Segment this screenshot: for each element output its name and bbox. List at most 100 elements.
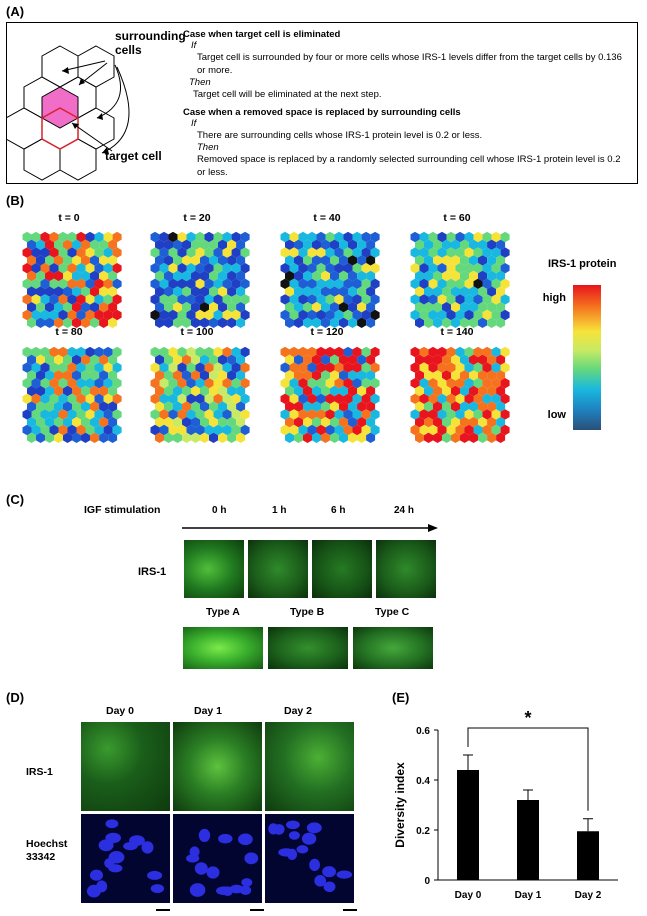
- hex-cell: [63, 354, 72, 365]
- arrow-line: [71, 122, 113, 152]
- hex-cell: [108, 239, 118, 250]
- case1-if: If: [191, 40, 197, 51]
- nucleus: [229, 884, 244, 894]
- x-tick-label: Day 1: [515, 890, 542, 901]
- hex-cell: [303, 401, 312, 412]
- hex-cell: [478, 317, 488, 328]
- hex-cell: [108, 385, 118, 397]
- hex-cell: [339, 432, 348, 443]
- hex-cell: [103, 409, 113, 420]
- hex-cell: [366, 255, 376, 266]
- hex-cell: [321, 239, 330, 250]
- nucleus: [278, 848, 295, 857]
- hex-cell: [366, 385, 376, 397]
- hex-cell: [173, 370, 182, 381]
- hex-cell: [303, 432, 312, 443]
- hex-cell: [213, 278, 223, 289]
- hex-cell: [177, 409, 187, 420]
- hex-cell: [168, 393, 178, 404]
- hex-cell: [285, 385, 294, 397]
- hex-cell: [446, 347, 456, 358]
- hex-cell: [103, 309, 113, 321]
- hex-cell: [108, 302, 118, 313]
- hex-cell: [186, 347, 196, 358]
- hex-cell: [334, 393, 344, 404]
- hex-cell: [496, 432, 506, 443]
- hex-cell: [307, 393, 317, 404]
- hex-cell: [159, 393, 169, 404]
- hex-cell: [366, 401, 376, 412]
- hex-cell: [496, 417, 506, 428]
- hex-cell: [312, 255, 321, 266]
- hex-cell: [348, 370, 358, 381]
- hex-cell: [280, 393, 290, 404]
- hex-cell: [464, 409, 474, 420]
- hex-cell: [164, 239, 173, 250]
- hex-cell: [36, 317, 45, 328]
- hex-cell: [227, 286, 237, 297]
- hex-cell: [72, 354, 81, 365]
- scale-bar: [343, 909, 357, 911]
- hex-cell: [186, 294, 196, 305]
- hex-cell: [285, 255, 294, 266]
- hex-cell: [159, 278, 169, 289]
- hex-cell: [168, 263, 178, 274]
- hex-cell: [209, 317, 218, 328]
- hex-cell: [339, 255, 348, 266]
- hex-cell: [45, 370, 54, 381]
- hex-cell: [240, 278, 250, 289]
- hex-cell: [40, 247, 50, 258]
- irs1-row-label-c: IRS-1: [138, 566, 167, 578]
- hex-cell: [307, 263, 317, 274]
- micrograph-irs1-day2: [265, 722, 354, 811]
- nucleus: [238, 833, 253, 846]
- hex-cell: [40, 278, 50, 289]
- y-tick-label: 0: [424, 876, 430, 887]
- hex-cell: [27, 302, 36, 313]
- hex-cell: [482, 309, 492, 321]
- hex-cell: [500, 247, 510, 258]
- hex-cell: [112, 309, 122, 321]
- hex-cell: [442, 370, 451, 381]
- hex-cell: [49, 232, 59, 243]
- hex-cell: [487, 370, 497, 381]
- hex-cell: [487, 302, 497, 313]
- hex-cell: [182, 432, 191, 443]
- hex-cell: [27, 354, 36, 365]
- hex-cell: [173, 286, 182, 297]
- hex-cell: [469, 417, 478, 428]
- hex-cell: [209, 401, 218, 412]
- hex-cell: [22, 409, 32, 420]
- hex-cell: [81, 270, 90, 282]
- nucleus: [189, 846, 200, 857]
- hex-cell: [437, 378, 447, 389]
- hex-cell: [303, 270, 312, 282]
- hex-cell: [81, 370, 90, 381]
- hex-cell: [54, 270, 63, 282]
- hex-cell: [419, 278, 429, 289]
- hex-cell: [312, 370, 321, 381]
- hex-cell: [303, 385, 312, 397]
- micrograph-6h: [312, 540, 372, 598]
- hex-cell: [49, 294, 59, 305]
- hex-cell: [222, 232, 232, 243]
- hex-cell: [54, 255, 63, 266]
- hex-cell: [496, 239, 506, 250]
- hex-cell: [496, 385, 506, 397]
- hex-cell: [155, 432, 164, 443]
- hex-cell: [31, 309, 41, 321]
- hex-cell: [195, 278, 205, 289]
- hex-cell: [280, 347, 290, 358]
- hex-cell: [76, 378, 86, 389]
- hex-cell: [424, 270, 433, 282]
- hex-cell: [231, 309, 241, 321]
- hex-cell: [348, 385, 358, 397]
- hex-cell: [222, 409, 232, 420]
- hex-cell: [303, 255, 312, 266]
- hex-cell: [81, 401, 90, 412]
- hex-cell: [54, 432, 63, 443]
- hex-cell: [150, 409, 160, 420]
- hex-cell: [487, 401, 497, 412]
- hex-cell: [72, 286, 81, 297]
- hex-cell: [200, 270, 209, 282]
